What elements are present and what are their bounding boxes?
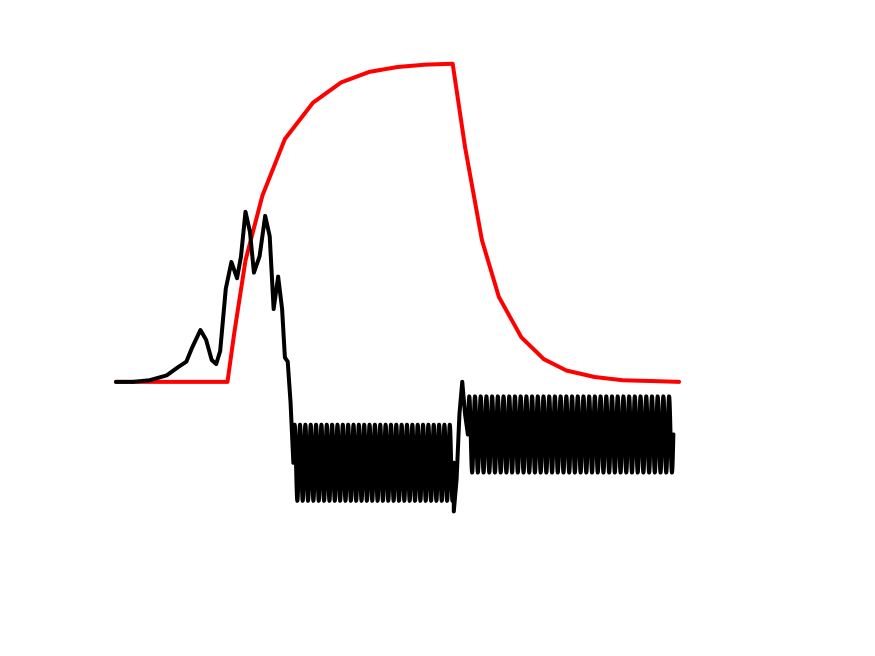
series-layer <box>114 61 681 514</box>
series-line-red <box>114 61 681 384</box>
series-line-black <box>114 209 676 514</box>
